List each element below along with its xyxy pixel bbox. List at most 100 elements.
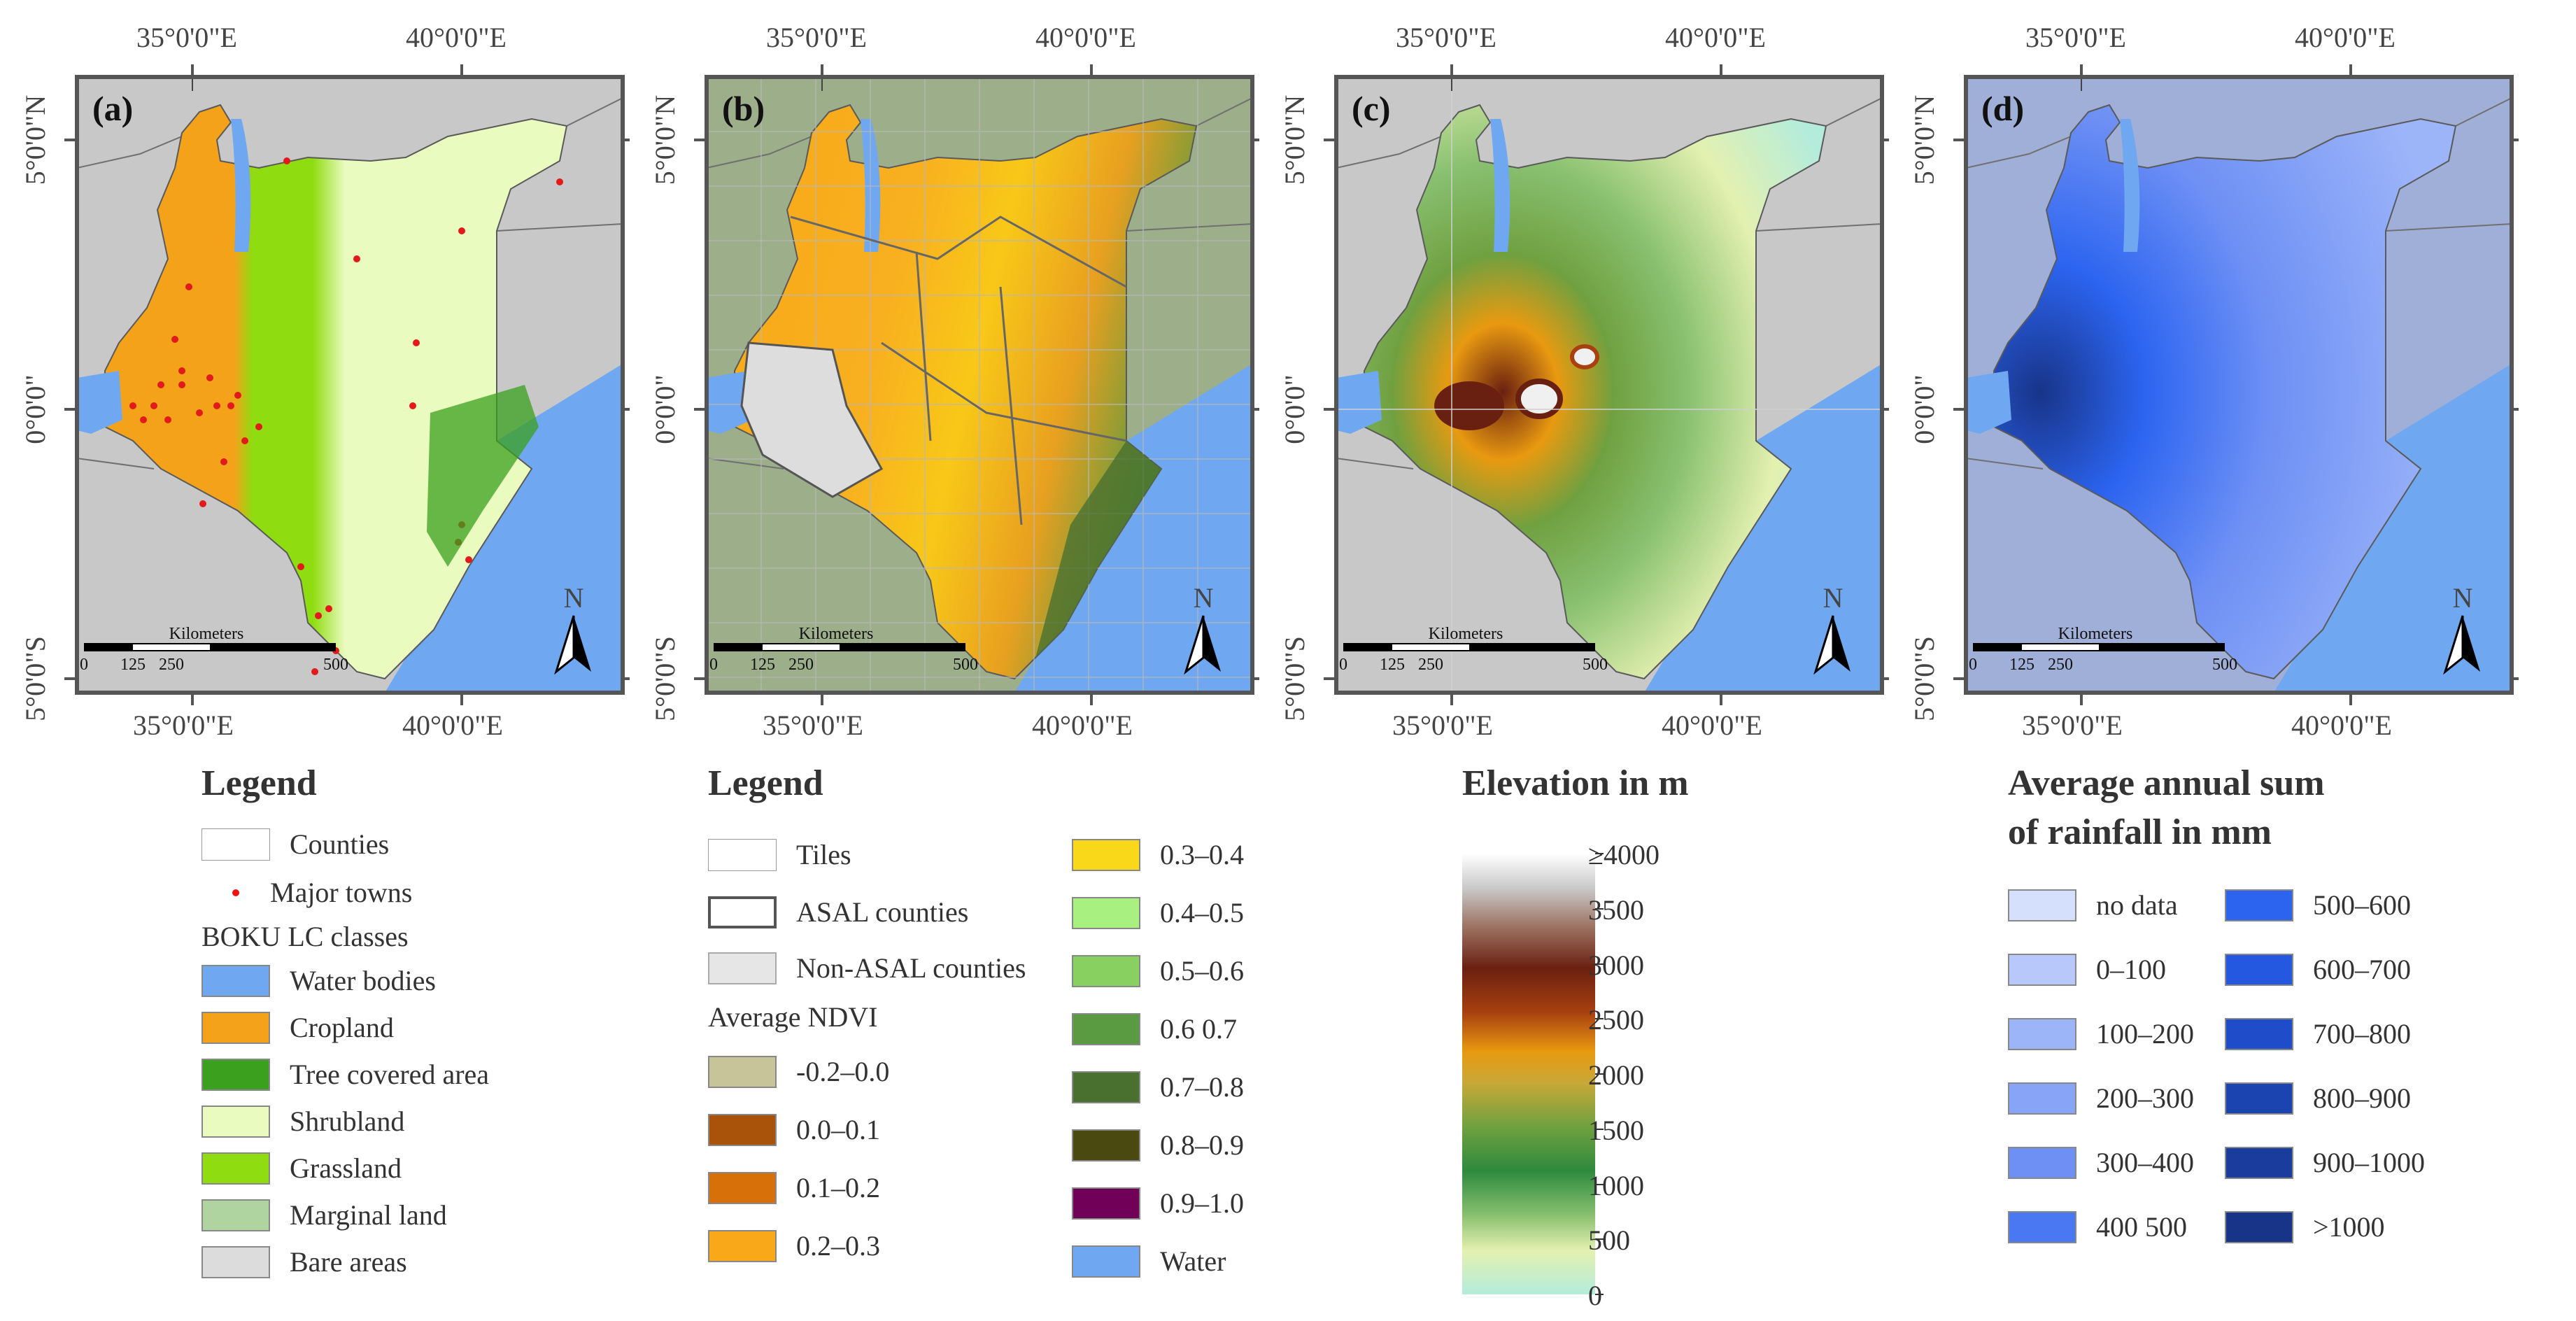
longitude-label-bottom: 40°0'0"E	[1662, 709, 1762, 741]
lake-victoria	[77, 371, 122, 434]
scale-tick-label: 250	[159, 656, 184, 674]
town-marker	[297, 563, 304, 570]
town-marker	[206, 374, 213, 381]
rainfall-class-swatch	[2008, 889, 2076, 921]
ndvi-class-label: 0.6 0.7	[1160, 1013, 1237, 1045]
ocean-area	[2274, 364, 2512, 693]
longitude-label-top: 40°0'0"E	[1665, 22, 1766, 53]
colorbar-tick-label: 3500	[1588, 893, 1644, 926]
north-arrow-icon: N	[2443, 582, 2480, 675]
tiles-swatch	[708, 838, 777, 871]
north-arrow-icon: N	[554, 582, 591, 675]
ndvi-class-label: 0.4–0.5	[1160, 897, 1244, 928]
landcover-class-label: Cropland	[290, 1012, 394, 1043]
ndvi-class-row: 0.3–0.4	[1072, 838, 1244, 871]
legend-label: Major towns	[270, 877, 413, 908]
rainfall-class-label: 400 500	[2096, 1211, 2187, 1243]
landcover-class-swatch	[201, 964, 270, 997]
colorbar-tick	[1595, 1128, 1604, 1130]
scale-tick-label: 0	[709, 656, 718, 674]
scale-tick-label: 500	[1583, 656, 1608, 674]
map-panel-b: Kilometers 0 125 250 500 N (b) 35°0'0"E 40°0'0"E…	[630, 17, 1259, 759]
latitude-label-left: 0°0'0"	[20, 374, 51, 444]
latitude-label-left: 5°0'0"S	[20, 636, 51, 721]
rainfall-class-swatch	[2008, 1082, 2076, 1115]
longitude-label-top: 40°0'0"E	[2295, 22, 2395, 53]
north-label: N	[1823, 582, 1843, 614]
ndvi-class-swatch	[1072, 1071, 1140, 1103]
rainfall-class-swatch	[2225, 1082, 2293, 1115]
town-marker	[199, 500, 206, 507]
landcover-class-swatch	[201, 1058, 270, 1091]
colorbar-tick	[1595, 1073, 1604, 1075]
rainfall-class-row: no data	[2008, 889, 2178, 921]
ndvi-class-swatch	[1072, 1012, 1140, 1045]
ndvi-class-row: 0.2–0.3	[708, 1229, 880, 1262]
legend-landcover: Legend Counties Major towns BOKU LC clas…	[201, 763, 635, 1308]
legend-row-towns: Major towns	[201, 876, 412, 909]
kenya-landmass	[1993, 104, 2457, 680]
ocean-area	[1644, 364, 1882, 693]
legend-row-asal: ASAL counties	[708, 896, 968, 928]
rainfall-class-label: 800–900	[2313, 1082, 2411, 1114]
legend-row-non-asal: Non-ASAL counties	[708, 952, 1026, 984]
rainfall-class-row: 300–400	[2008, 1146, 2194, 1179]
legend-label: Counties	[290, 828, 390, 860]
rainfall-class-row: 700–800	[2225, 1017, 2411, 1050]
ndvi-class-row: 0.5–0.6	[1072, 954, 1244, 987]
map-svg: Kilometers 0 125 250 500 N (b) 35°0'0"E 40°0'0"E…	[649, 22, 1259, 741]
map-panel-a: Kilometers 0 125 250 500 N (a) 35°0'0"E 40°0'0"E…	[0, 17, 630, 759]
legend-rainfall: Average annual sum of rainfall in mm no …	[2008, 763, 2568, 1308]
rainfall-class-row: 800–900	[2225, 1082, 2411, 1115]
latitude-label-left: 5°0'0"S	[1909, 636, 1940, 721]
rainfall-class-swatch	[2225, 1210, 2293, 1243]
ndvi-class-label: 0.1–0.2	[796, 1172, 880, 1203]
landcover-class-row: Bare areas	[201, 1245, 407, 1278]
colorbar-tick	[1595, 853, 1604, 854]
rainfall-class-row: 400 500	[2008, 1210, 2187, 1243]
scale-tick-label: 250	[1418, 656, 1443, 674]
ndvi-class-swatch	[1072, 1129, 1140, 1161]
map-frame: Kilometers 0 125 250 500 N (d)	[1964, 75, 2514, 695]
landcover-class-swatch	[201, 1152, 270, 1185]
rainfall-class-row: 600–700	[2225, 953, 2411, 986]
latitude-label-left: 5°0'0"N	[1909, 95, 1940, 185]
landcover-class-row: Shrubland	[201, 1105, 404, 1138]
rainfall-class-swatch	[2008, 1017, 2076, 1050]
longitude-label-bottom: 35°0'0"E	[1392, 709, 1493, 741]
colorbar-tick-label: 1000	[1588, 1169, 1644, 1201]
ndvi-class-swatch	[1072, 1187, 1140, 1220]
rainfall-class-swatch	[2008, 1210, 2076, 1243]
town-marker	[227, 402, 234, 409]
north-label: N	[564, 582, 584, 614]
town-marker	[283, 157, 290, 164]
longitude-label-top: 35°0'0"E	[2025, 22, 2126, 53]
kenya-landmass	[1364, 104, 1827, 680]
elevation-colorbar	[1462, 854, 1595, 1294]
longitude-label-top: 35°0'0"E	[136, 22, 237, 53]
colorbar-tick-label: 2000	[1588, 1059, 1644, 1091]
rainfall-class-swatch	[2225, 889, 2293, 921]
legend-title-line1: Average annual sum	[2008, 763, 2325, 803]
rainfall-class-swatch	[2225, 1017, 2293, 1050]
town-marker	[185, 283, 192, 290]
town-marker	[157, 381, 164, 388]
landcover-class-label: Marginal land	[290, 1199, 447, 1231]
asal-swatch	[708, 896, 777, 928]
colorbar-tick	[1595, 1294, 1604, 1295]
rainfall-class-label: 300–400	[2096, 1147, 2194, 1178]
town-marker	[325, 605, 332, 612]
north-label: N	[2453, 582, 2473, 614]
ndvi-title: Average NDVI	[708, 1001, 878, 1033]
ocean-area	[1014, 364, 1252, 693]
landcover-class-swatch	[201, 1245, 270, 1278]
latitude-label-left: 0°0'0"	[649, 374, 681, 444]
scale-tick-label: 250	[2048, 656, 2073, 674]
town-marker	[140, 416, 147, 423]
latitude-label-left: 0°0'0"	[1909, 374, 1940, 444]
town-marker	[241, 437, 248, 444]
map-panel-c: Kilometers 0 125 250 500 N (c) 35°0'0"E 40°0'0"E…	[1259, 17, 1889, 759]
ndvi-class-label: 0.2–0.3	[796, 1230, 880, 1262]
colorbar-tick-label: 1500	[1588, 1114, 1644, 1146]
rainfall-class-row: >1000	[2225, 1210, 2385, 1243]
